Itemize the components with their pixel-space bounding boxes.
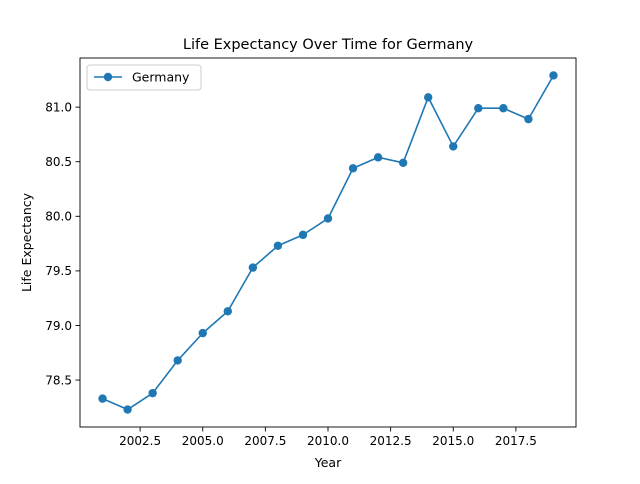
x-tick-label: 2017.5 bbox=[495, 434, 537, 448]
x-axis-label: Year bbox=[314, 455, 342, 470]
data-point bbox=[298, 230, 308, 240]
y-tick-label: 81.0 bbox=[45, 100, 72, 114]
data-point bbox=[449, 142, 458, 151]
data-point bbox=[549, 71, 558, 80]
data-point bbox=[424, 93, 433, 102]
legend: Germany bbox=[86, 64, 202, 91]
x-tick-label: 2015.0 bbox=[432, 434, 474, 448]
data-point bbox=[524, 114, 533, 124]
plot-area bbox=[80, 58, 576, 427]
data-point bbox=[348, 164, 358, 173]
data-point bbox=[398, 158, 408, 168]
chart-title: Life Expectancy Over Time for Germany bbox=[183, 37, 474, 53]
data-point bbox=[198, 328, 207, 338]
x-tick-label: 2002.5 bbox=[119, 434, 161, 448]
data-point bbox=[223, 307, 232, 316]
data-point bbox=[248, 263, 258, 272]
plot-frame bbox=[79, 57, 577, 428]
data-point bbox=[474, 104, 483, 113]
legend-box bbox=[86, 64, 202, 91]
y-tick-label: 79.0 bbox=[45, 319, 72, 333]
data-point bbox=[173, 356, 182, 365]
y-tick-label: 79.5 bbox=[45, 264, 72, 278]
legend-label-germany: Germany bbox=[132, 70, 190, 85]
data-point bbox=[273, 241, 283, 250]
y-tick-label: 80.5 bbox=[45, 155, 72, 169]
x-tick-label: 2005.0 bbox=[182, 434, 224, 448]
data-point bbox=[499, 104, 508, 113]
data-point bbox=[373, 153, 383, 162]
data-point bbox=[148, 388, 157, 398]
y-tick-label: 78.5 bbox=[45, 373, 72, 387]
data-point bbox=[323, 214, 333, 223]
y-tick-label: 80.0 bbox=[45, 210, 72, 224]
data-point bbox=[98, 394, 107, 403]
legend-marker-germany bbox=[103, 72, 113, 82]
x-tick-label: 2007.5 bbox=[244, 434, 286, 448]
x-tick-label: 2012.5 bbox=[370, 434, 412, 448]
series-layer bbox=[98, 71, 558, 414]
x-tick-label: 2010.0 bbox=[307, 434, 349, 448]
data-point bbox=[123, 405, 132, 414]
y-axis-label: Life Expectancy bbox=[19, 192, 34, 292]
axis-ticks: 2002.5 2005.0 2007.5 2010.0 2012.5 2015.0 2017… bbox=[45, 100, 537, 448]
